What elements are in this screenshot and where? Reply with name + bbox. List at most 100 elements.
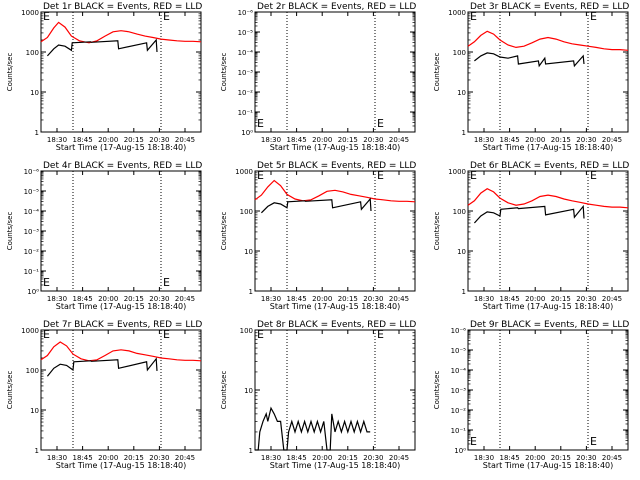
y-tick-label: 1000 xyxy=(21,9,39,17)
y-tick-label: 10⁻² xyxy=(238,89,254,97)
series-line-lld xyxy=(40,341,202,362)
x-tick-label: 20:00 xyxy=(98,136,118,144)
e-marker: E xyxy=(257,117,264,130)
x-tick-label: 20:15 xyxy=(124,295,144,303)
x-tick-label: 20:30 xyxy=(576,454,596,462)
x-tick-label: 18:30 xyxy=(474,295,494,303)
x-axis-label: Start Time (17-Aug-15 18:18:40) xyxy=(483,143,614,152)
e-marker: E xyxy=(257,169,264,182)
e-marker: E xyxy=(590,435,597,448)
y-tick-label: 10⁻³ xyxy=(24,228,40,236)
y-tick-label: 10 xyxy=(457,89,466,97)
y-tick-label: 10⁻¹ xyxy=(451,427,467,435)
chart-title: Det 1r BLACK = Events, RED = LLD xyxy=(43,2,202,12)
x-tick-label: 20:15 xyxy=(551,295,571,303)
y-axis-label: Counts/sec xyxy=(220,212,228,251)
chart-panel-8: Det 8r BLACK = Events, RED = LLD 1 10 100 Co… xyxy=(220,320,416,470)
x-tick-label: 20:45 xyxy=(175,295,195,303)
series-line-lld xyxy=(40,21,202,44)
chart-title: Det 4r BLACK = Events, RED = LLD xyxy=(43,161,202,171)
y-tick-label: 10⁻⁵ xyxy=(24,188,40,196)
y-axis-label: Counts/sec xyxy=(6,371,14,410)
y-axis-label: Counts/sec xyxy=(433,371,441,410)
x-tick-label: 18:30 xyxy=(474,136,494,144)
y-axis-label: Counts/sec xyxy=(6,53,14,92)
e-marker: E xyxy=(377,328,384,341)
y-tick-label: 100 xyxy=(240,208,253,216)
y-tick-label: 10⁻³ xyxy=(451,387,467,395)
y-tick-label: 10⁰ xyxy=(454,447,466,455)
y-tick-label: 10⁻⁶ xyxy=(24,168,40,176)
chart-title: Det 2r BLACK = Events, RED = LLD xyxy=(257,2,416,12)
x-tick-label: 20:45 xyxy=(389,136,409,144)
x-tick-label: 20:45 xyxy=(602,136,622,144)
chart-panel-5: Det 5r BLACK = Events, RED = LLD 1 10 100 10… xyxy=(220,161,416,311)
y-axis-label: Counts/sec xyxy=(220,53,228,92)
x-tick-label: 18:45 xyxy=(287,295,307,303)
e-marker: E xyxy=(163,276,170,289)
y-axis-label: Counts/sec xyxy=(220,371,228,410)
x-tick-label: 20:30 xyxy=(363,136,383,144)
e-marker: E xyxy=(163,10,170,23)
x-axis-label: Start Time (17-Aug-15 18:18:40) xyxy=(270,302,401,311)
y-tick-label: 10⁻² xyxy=(24,248,40,256)
y-tick-label: 10⁻² xyxy=(451,407,467,415)
y-tick-label: 100 xyxy=(26,49,39,57)
x-tick-label: 20:00 xyxy=(312,454,332,462)
plot-frame xyxy=(467,11,629,133)
chart-panel-2: Det 2r BLACK = Events, RED = LLD 10⁰ 10⁻¹ 1… xyxy=(220,2,416,152)
chart-title: Det 6r BLACK = Events, RED = LLD xyxy=(470,161,629,171)
y-tick-label: 10⁻³ xyxy=(238,69,254,77)
x-tick-label: 20:15 xyxy=(124,454,144,462)
x-tick-label: 20:15 xyxy=(551,136,571,144)
y-tick-label: 1 xyxy=(249,447,253,455)
y-tick-label: 1000 xyxy=(448,9,466,17)
e-marker: E xyxy=(470,435,477,448)
x-tick-label: 18:45 xyxy=(73,454,93,462)
chart-panel-1: Det 1r BLACK = Events, RED = LLD 1 10 100 10… xyxy=(6,2,202,152)
chart-title: Det 3r BLACK = Events, RED = LLD xyxy=(470,2,629,12)
e-marker: E xyxy=(470,169,477,182)
x-tick-label: 20:30 xyxy=(576,295,596,303)
x-tick-label: 20:45 xyxy=(175,136,195,144)
y-tick-label: 10⁻⁴ xyxy=(451,367,467,375)
chart-title: Det 9r BLACK = Events, RED = LLD xyxy=(470,320,629,330)
y-tick-label: 10⁻⁶ xyxy=(238,9,254,17)
y-tick-label: 10 xyxy=(244,387,253,395)
plot-frame xyxy=(40,170,202,292)
y-tick-label: 1 xyxy=(35,447,39,455)
x-tick-label: 20:15 xyxy=(124,136,144,144)
y-tick-label: 10⁻¹ xyxy=(238,109,254,117)
x-tick-label: 18:45 xyxy=(287,136,307,144)
x-tick-label: 18:30 xyxy=(47,136,67,144)
x-tick-label: 20:45 xyxy=(602,454,622,462)
y-tick-label: 1 xyxy=(462,288,466,296)
chart-title: Det 7r BLACK = Events, RED = LLD xyxy=(43,320,202,330)
x-tick-label: 20:00 xyxy=(525,454,545,462)
series-line-lld xyxy=(467,30,629,51)
chart-panel-9: Det 9r BLACK = Events, RED = LLD 10⁰ 10⁻¹ 1… xyxy=(433,320,629,470)
y-tick-label: 10⁻⁵ xyxy=(451,347,467,355)
x-tick-label: 18:45 xyxy=(73,295,93,303)
x-tick-label: 18:30 xyxy=(474,454,494,462)
x-axis-label: Start Time (17-Aug-15 18:18:40) xyxy=(56,143,187,152)
y-axis-label: Counts/sec xyxy=(433,53,441,92)
x-tick-label: 18:30 xyxy=(47,454,67,462)
x-tick-label: 18:30 xyxy=(47,295,67,303)
x-axis-label: Start Time (17-Aug-15 18:18:40) xyxy=(56,461,187,470)
y-axis-label: Counts/sec xyxy=(6,212,14,251)
series-line-events xyxy=(473,204,585,224)
e-marker: E xyxy=(43,276,50,289)
x-tick-label: 18:45 xyxy=(287,454,307,462)
plot-frame xyxy=(40,11,202,133)
series-line-events xyxy=(46,357,158,377)
plot-frame xyxy=(254,170,416,292)
y-tick-label: 10 xyxy=(30,407,39,415)
x-tick-label: 18:45 xyxy=(500,295,520,303)
chart-panel-6: Det 6r BLACK = Events, RED = LLD 1 10 100 10… xyxy=(433,161,629,311)
y-tick-label: 10⁻⁴ xyxy=(24,208,40,216)
y-tick-label: 1 xyxy=(462,129,466,137)
x-tick-label: 20:30 xyxy=(149,295,169,303)
y-tick-label: 1000 xyxy=(21,327,39,335)
e-marker: E xyxy=(470,10,477,23)
